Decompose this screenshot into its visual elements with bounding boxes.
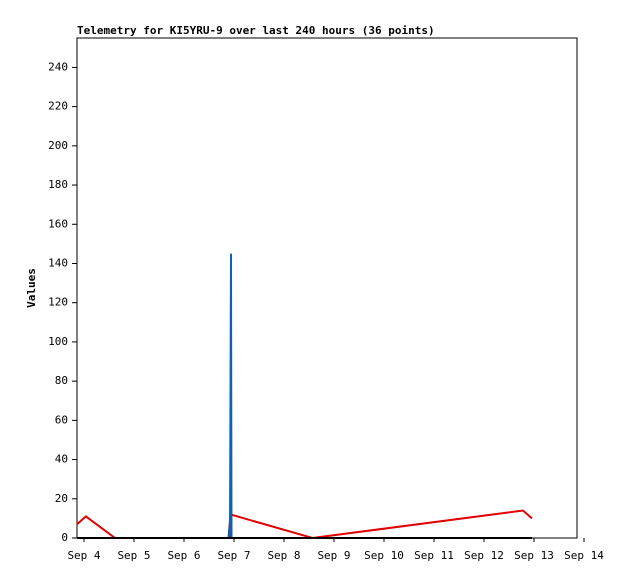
x-tick-label: Sep 8 [267,549,300,562]
y-tick-label: 80 [55,374,68,387]
y-tick-label: 120 [48,296,68,309]
y-tick-label: 240 [48,60,68,73]
x-tick-label: Sep 14 [564,549,604,562]
y-tick-label: 140 [48,256,68,269]
y-tick-label: 180 [48,178,68,191]
x-tick-label: Sep 5 [117,549,150,562]
chart-title: Telemetry for KI5YRU-9 over last 240 hou… [77,24,435,37]
y-tick-label: 40 [55,453,68,466]
x-tick-label: Sep 4 [67,549,100,562]
y-axis-label: Values [25,268,38,308]
x-tick-label: Sep 12 [464,549,504,562]
data-line [228,253,233,539]
x-tick-label: Sep 11 [414,549,454,562]
x-tick-label: Sep 10 [364,549,404,562]
y-tick-label: 60 [55,413,68,426]
x-tick-label: Sep 13 [514,549,554,562]
x-tick-label: Sep 7 [217,549,250,562]
y-tick-label: 200 [48,139,68,152]
y-tick-label: 100 [48,335,68,348]
x-tick-label: Sep 9 [317,549,350,562]
y-tick-label: 20 [55,492,68,505]
y-tick-label: 0 [61,531,68,544]
y-tick-label: 160 [48,217,68,230]
x-tick-label: Sep 6 [167,549,200,562]
y-tick-label: 220 [48,100,68,113]
